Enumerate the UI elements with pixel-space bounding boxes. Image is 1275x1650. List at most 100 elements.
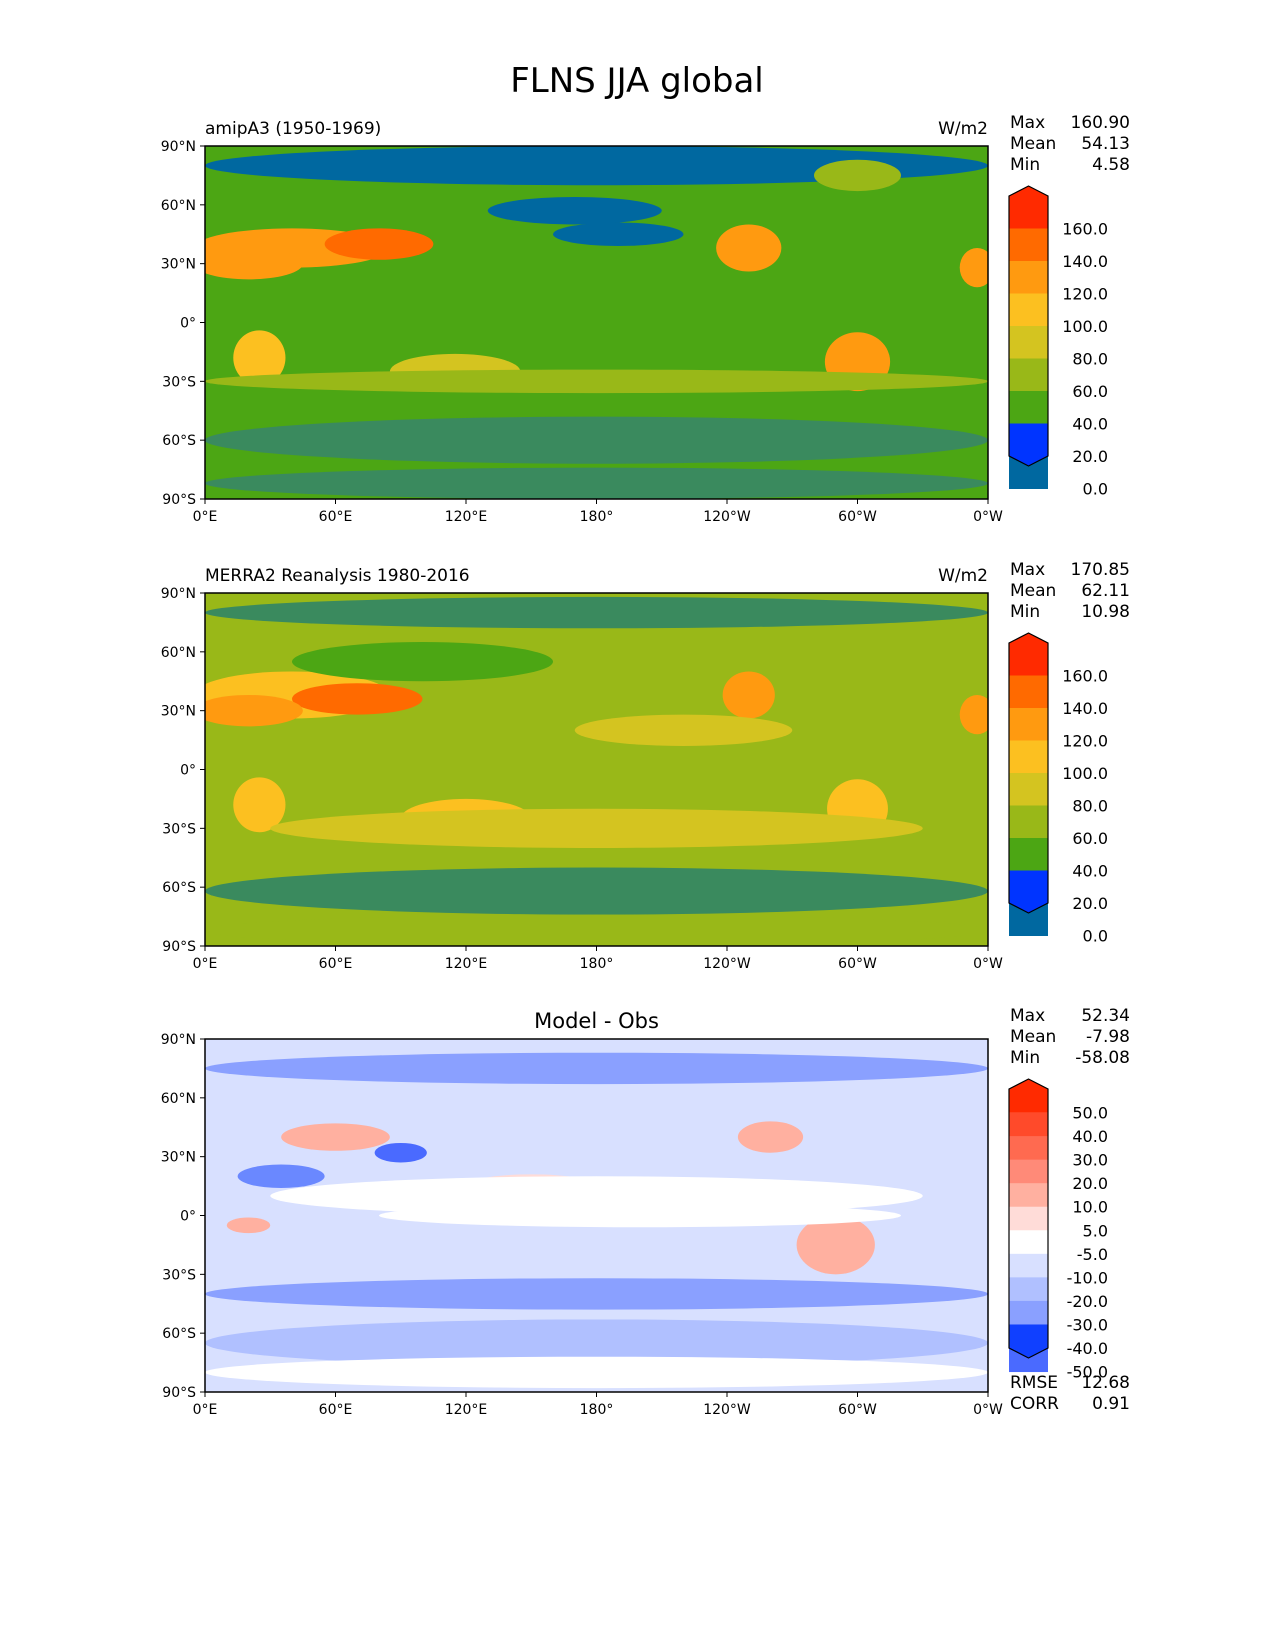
colorbar-label: 40.0 <box>1072 862 1108 881</box>
colorbar-label: 50.0 <box>1072 1104 1108 1123</box>
colorbar-label: -30.0 <box>1067 1315 1108 1334</box>
stat-value: 54.13 <box>1081 134 1130 154</box>
colorbar-label: 10.0 <box>1072 1198 1108 1217</box>
map-panel-2: 0°E 60°E 120°E 180° 120°W 60°W 0°W 90°N 60°N 30°N… <box>161 560 1130 972</box>
colorbar: 160.0 140.0 120.0 100.0 80.0 60.0 40.0 20.0 0.0 <box>1008 185 1108 499</box>
contour-region <box>374 1142 427 1163</box>
colorbar: 50.0 40.0 30.0 20.0 10.0 5.0 -5.0 -10.0 -20.0 -30… <box>1008 1078 1108 1382</box>
contour-region <box>205 1278 988 1310</box>
x-tick-label: 0°W <box>973 956 1003 972</box>
x-tick-label: 120°E <box>445 956 488 972</box>
y-tick-label: 60°N <box>161 645 196 661</box>
contour-region <box>292 683 423 715</box>
stat-label: Mean <box>1010 134 1056 154</box>
contour-region <box>226 1217 271 1234</box>
stat-value: 4.58 <box>1092 155 1130 175</box>
colorbar-segment <box>1009 228 1048 262</box>
y-tick-label: 0° <box>180 763 196 779</box>
contour-region <box>205 247 303 280</box>
colorbar-segment <box>1009 805 1048 839</box>
colorbar-label: 60.0 <box>1072 382 1108 401</box>
x-tick-label: 120°W <box>703 956 751 972</box>
y-tick-label: 60°S <box>162 880 196 896</box>
colorbar-label: 60.0 <box>1072 829 1108 848</box>
colorbar-label: 80.0 <box>1072 797 1108 816</box>
colorbar-label: 20.0 <box>1072 1174 1108 1193</box>
colorbar-segment <box>1009 261 1048 294</box>
x-tick-label: 120°W <box>703 1402 751 1418</box>
stat-label: Mean <box>1010 581 1056 601</box>
y-tick-label: 0° <box>180 316 196 332</box>
stat-value: 170.85 <box>1071 560 1130 580</box>
x-tick-label: 60°E <box>319 956 353 972</box>
x-tick-label: 0°E <box>193 1402 218 1418</box>
contour-region <box>205 1356 988 1389</box>
panel-units: W/m2 <box>938 566 988 586</box>
colorbar-label: -20.0 <box>1067 1292 1108 1311</box>
stat-label: Min <box>1010 1048 1040 1068</box>
stat-label: Min <box>1010 155 1040 175</box>
stat-label: Min <box>1010 602 1040 622</box>
stat-value: 52.34 <box>1081 1006 1130 1026</box>
x-tick-label: 60°E <box>319 1402 353 1418</box>
colorbar-segment <box>1009 358 1048 392</box>
colorbar-label: -40.0 <box>1067 1339 1108 1358</box>
y-tick-label: 60°S <box>162 1326 196 1342</box>
y-tick-label: 30°S <box>162 821 196 837</box>
stat-value: 62.11 <box>1081 581 1130 601</box>
y-tick-label: 30°S <box>162 1267 196 1283</box>
colorbar-segment <box>1009 740 1048 774</box>
stat-value: 0.91 <box>1092 1394 1130 1414</box>
colorbar-segment <box>1009 1230 1048 1255</box>
x-tick-label: 0°W <box>973 1402 1003 1418</box>
contour-region <box>205 467 988 499</box>
colorbar-outline <box>1008 632 1049 914</box>
y-tick-label: 0° <box>180 1209 196 1225</box>
colorbar-segment <box>1009 1277 1048 1302</box>
contour-region <box>205 596 988 629</box>
panel-left-title: MERRA2 Reanalysis 1980-2016 <box>205 566 470 586</box>
colorbar-label: 5.0 <box>1083 1221 1108 1240</box>
map-panel-3: 0°E 60°E 120°E 180° 120°W 60°W 0°W 90°N 60°N 30°N… <box>161 1006 1130 1418</box>
y-tick-label: 90°N <box>161 139 196 155</box>
colorbar-label: 140.0 <box>1062 252 1108 271</box>
colorbar-segment <box>1009 675 1048 709</box>
colorbar-segment <box>1009 1253 1048 1278</box>
contour-region <box>959 247 988 288</box>
colorbar-segment <box>1009 326 1048 359</box>
colorbar-label: 120.0 <box>1062 732 1108 751</box>
contour-region <box>737 1121 804 1153</box>
y-tick-label: 90°S <box>162 939 196 955</box>
colorbar-outline <box>1008 1078 1049 1359</box>
stat-value: 10.98 <box>1081 602 1130 622</box>
y-tick-label: 60°S <box>162 433 196 449</box>
colorbar-segment <box>1009 391 1048 424</box>
contour-region <box>553 222 684 247</box>
contour-region <box>324 228 434 260</box>
colorbar-label: 120.0 <box>1062 285 1108 304</box>
colorbar-label: 30.0 <box>1072 1151 1108 1170</box>
contour-region <box>814 159 901 192</box>
y-tick-label: 30°S <box>162 374 196 390</box>
panel-center-title: Model - Obs <box>534 1009 659 1033</box>
colorbar-label: 140.0 <box>1062 699 1108 718</box>
stat-label: RMSE <box>1010 1373 1058 1393</box>
colorbar-extend-min <box>1009 423 1048 466</box>
y-tick-label: 30°N <box>161 1150 196 1166</box>
contour-region <box>205 867 988 915</box>
y-tick-label: 60°N <box>161 1091 196 1107</box>
stat-label: Max <box>1010 560 1045 580</box>
y-tick-label: 90°N <box>161 1032 196 1048</box>
stat-label: Mean <box>1010 1027 1056 1047</box>
contour-region <box>292 642 553 682</box>
x-tick-label: 0°E <box>193 956 218 972</box>
contour-region <box>959 694 988 735</box>
contour-region <box>237 1164 325 1189</box>
colorbar-segment <box>1009 1136 1048 1161</box>
stat-value: 12.68 <box>1081 1373 1130 1393</box>
colorbar-label: 160.0 <box>1062 220 1108 239</box>
contour-region <box>205 1319 988 1367</box>
colorbar-extend-min <box>1009 1324 1048 1358</box>
map-panel-1: 0°E 60°E 120°E 180° 120°W 60°W 0°W 90°N 60°N 30°N… <box>161 113 1130 525</box>
y-tick-label: 30°N <box>161 704 196 720</box>
